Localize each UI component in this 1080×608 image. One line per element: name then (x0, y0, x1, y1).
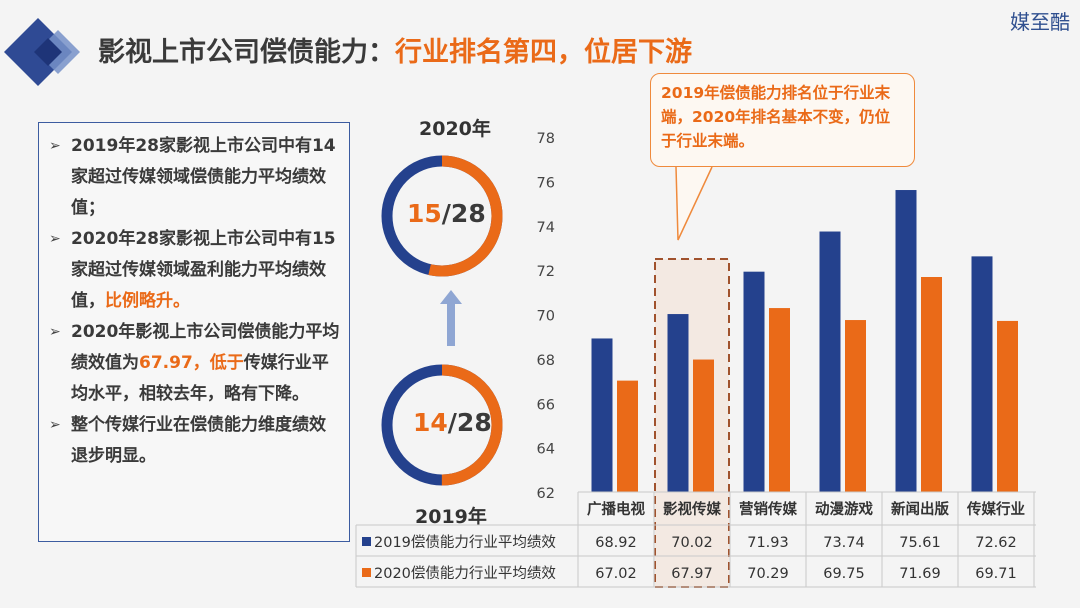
data-cell: 69.71 (975, 566, 1017, 582)
legend-swatch (362, 537, 371, 546)
category-label: 动漫游戏 (815, 500, 873, 518)
bar-2019 (591, 338, 613, 492)
category-label: 影视传媒 (663, 500, 721, 518)
bullet-item: ➢ 整个传媒行业在偿债能力维度绩效退步明显。 (49, 410, 341, 472)
bar-2019 (819, 231, 841, 493)
category-label: 传媒行业 (966, 500, 1025, 518)
y-tick-label: 74 (537, 220, 555, 236)
data-cell: 67.97 (671, 566, 713, 582)
category-label: 营销传媒 (739, 500, 797, 518)
bar-2020 (845, 320, 866, 492)
y-tick-label: 68 (537, 353, 555, 369)
summary-panel: ➢ 2019年28家影视上市公司中有14家超过传媒领域偿债能力平均绩效值； ➢ … (38, 122, 350, 542)
data-cell: 70.29 (747, 566, 789, 582)
title-part1: 影视上市公司偿债能力： (98, 37, 395, 68)
arrowhead-icon: ➢ (49, 324, 61, 340)
y-tick-label: 72 (537, 264, 555, 280)
diamond-decoration (4, 18, 80, 86)
bar-2020 (769, 308, 790, 492)
bullet-text: 2020年影视上市公司偿债能力平均绩效值为 (71, 322, 340, 373)
bar-2019 (667, 314, 689, 492)
data-cell: 69.75 (823, 566, 865, 582)
data-cell: 71.93 (747, 535, 789, 551)
y-tick-label: 66 (537, 397, 555, 413)
callout-pointer (675, 166, 713, 241)
data-cell: 72.62 (975, 535, 1017, 551)
donut-2019-value: 14/28 (413, 408, 492, 437)
up-arrow-icon (440, 290, 462, 346)
category-label: 广播电视 (587, 500, 645, 518)
data-cell: 68.92 (595, 535, 637, 551)
data-cell: 73.74 (823, 535, 865, 551)
donut-2020-numerator: 15 (407, 199, 442, 228)
arrowhead-icon: ➢ (49, 231, 61, 247)
title-part2: 行业排名第四，位居下游 (395, 37, 692, 68)
y-tick-label: 70 (537, 309, 555, 325)
bullet-text: 2020年28家影视上市公司中有15家超过传媒领域盈利能力平均绩效值， (71, 229, 336, 311)
donut-2020-value: 15/28 (407, 199, 486, 228)
data-cell: 67.02 (595, 566, 637, 582)
bullet-highlight: 67.97，低于 (139, 353, 244, 373)
bullet-highlight: 比例略升。 (105, 291, 190, 311)
bullet-item: ➢ 2020年影视上市公司偿债能力平均绩效值为67.97，低于传媒行业平均水平，… (49, 317, 341, 410)
donut-2019-label: 2019年 (415, 506, 487, 528)
donut-2020-denominator: /28 (441, 199, 486, 228)
bar-2019 (971, 256, 993, 492)
bar-2019 (895, 190, 917, 492)
donut-chart-2019 (381, 364, 503, 486)
bar-2020 (997, 320, 1018, 492)
donut-2019-arc (381, 364, 503, 486)
series-name: 2019偿债能力行业平均绩效 (374, 534, 556, 551)
bullet-text: 传媒行业平均水平，相较去年，略有下降。 (71, 353, 329, 404)
donut-2020-label: 2020年 (419, 118, 491, 140)
bullet-text: 2019年28家影视上市公司中有14家超过传媒领域偿债能力平均绩效值； (71, 136, 336, 218)
category-label: 新闻出版 (891, 500, 949, 518)
bullet-item: ➢ 2020年28家影视上市公司中有15家超过传媒领域盈利能力平均绩效值，比例略… (49, 224, 341, 317)
data-cell: 75.61 (899, 535, 941, 551)
y-tick-label: 62 (537, 486, 555, 502)
donut-2020-arc (381, 155, 503, 277)
y-tick-label: 76 (537, 175, 555, 191)
bullet-item: ➢ 2019年28家影视上市公司中有14家超过传媒领域偿债能力平均绩效值； (49, 131, 341, 224)
legend-swatch (362, 568, 371, 577)
bullet-text: 整个传媒行业在偿债能力维度绩效退步明显。 (71, 415, 326, 466)
y-tick-label: 78 (537, 131, 555, 147)
callout-box: 2019年偿债能力排名位于行业末端，2020年排名基本不变，仍位于行业末端。 (650, 73, 915, 167)
donut-2019-numerator: 14 (413, 408, 448, 437)
highlight-box (654, 258, 730, 588)
y-tick-label: 64 (537, 442, 555, 458)
data-cell: 70.02 (671, 535, 713, 551)
bar-2020 (693, 359, 714, 492)
donut-2019-denominator: /28 (447, 408, 492, 437)
page-title: 影视上市公司偿债能力：行业排名第四，位居下游 (98, 30, 692, 69)
series-name: 2020偿债能力行业平均绩效 (374, 565, 556, 582)
bar-2020 (617, 380, 638, 492)
bar-2020 (921, 277, 942, 492)
bar-2019 (743, 271, 765, 492)
brand-logo-text: 媒至酷 (1010, 10, 1070, 34)
arrowhead-icon: ➢ (49, 138, 61, 154)
arrowhead-icon: ➢ (49, 417, 61, 433)
data-cell: 71.69 (899, 566, 941, 582)
donut-chart-2020 (381, 155, 503, 277)
